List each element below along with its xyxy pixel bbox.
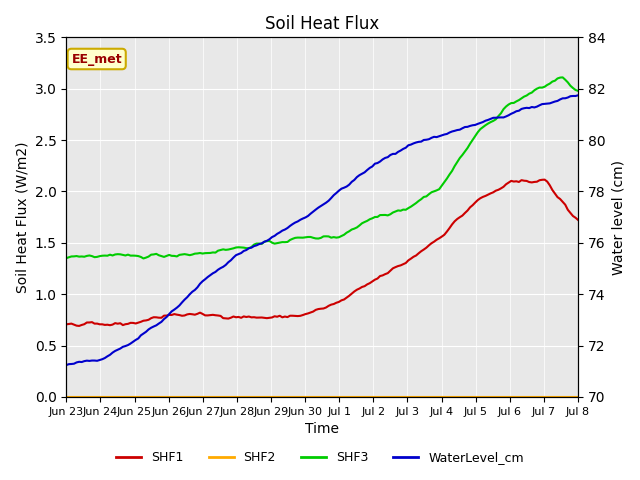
- Title: Soil Heat Flux: Soil Heat Flux: [265, 15, 380, 33]
- Text: EE_met: EE_met: [72, 52, 122, 65]
- X-axis label: Time: Time: [305, 422, 339, 436]
- Legend: SHF1, SHF2, SHF3, WaterLevel_cm: SHF1, SHF2, SHF3, WaterLevel_cm: [111, 446, 529, 469]
- Y-axis label: Soil Heat Flux (W/m2): Soil Heat Flux (W/m2): [15, 142, 29, 293]
- Y-axis label: Water level (cm): Water level (cm): [611, 160, 625, 275]
